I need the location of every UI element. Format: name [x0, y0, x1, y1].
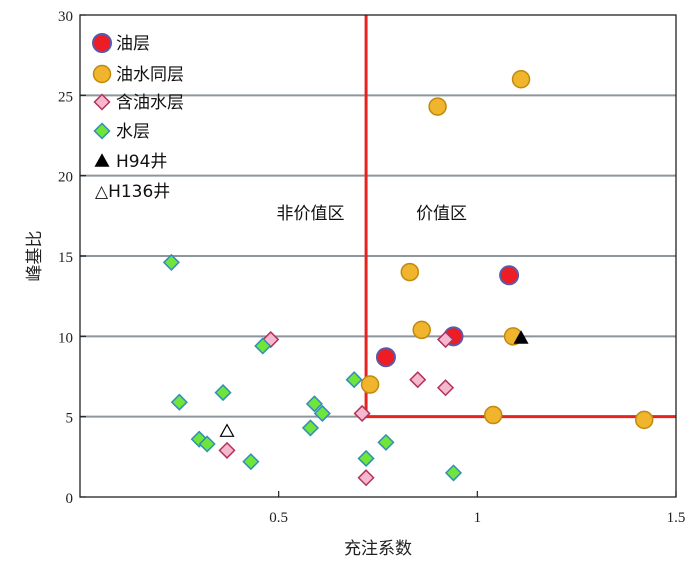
point-water: [301, 419, 320, 437]
y-tick-label: 0: [66, 491, 74, 507]
data-points: [162, 70, 654, 487]
x-tick-label: 1.5: [667, 510, 686, 526]
y-tick-label: 25: [58, 89, 73, 105]
point-h136: [219, 423, 235, 437]
legend-label-oil-water: 油水同层: [116, 65, 184, 85]
legend-marker-oil: [92, 33, 112, 53]
legend-label-h136: △H136井: [95, 182, 170, 202]
point-oil-bearing-water: [353, 404, 371, 423]
legend-marker-h94: [94, 153, 110, 167]
region-label-value: 价值区: [416, 204, 467, 224]
point-oil-water: [634, 410, 654, 430]
annotations: 非价值区 价值区: [276, 204, 467, 224]
x-tick-label: 1: [474, 510, 482, 526]
point-oil-water: [412, 320, 431, 340]
point-oil-bearing-water: [436, 330, 455, 349]
point-water: [305, 395, 323, 413]
point-water: [242, 453, 260, 471]
point-oil-bearing-water: [357, 469, 375, 487]
y-axis-title: 峰基比: [25, 231, 45, 282]
legend-marker-water: [93, 122, 111, 140]
y-tick-label: 10: [58, 330, 73, 346]
point-water: [170, 393, 188, 411]
y-tick-label: 15: [58, 250, 73, 266]
y-tick-label: 30: [58, 9, 73, 25]
legend: 油层 油水同层 含油水层 水层 H94井 △H136井: [92, 33, 184, 202]
point-water: [345, 371, 363, 389]
y-tick-label: 20: [58, 170, 73, 186]
point-oil: [375, 347, 396, 368]
axes: [79, 14, 677, 498]
point-h94: [513, 330, 529, 344]
legend-label-h94: H94井: [116, 152, 167, 172]
point-oil-water: [428, 97, 447, 116]
legend-marker-oil-water: [92, 64, 112, 84]
point-oil-water: [400, 262, 420, 282]
point-oil-water: [483, 405, 503, 425]
point-oil-bearing-water: [436, 379, 455, 397]
y-tick-label: 5: [66, 411, 74, 427]
point-oil-bearing-water: [409, 371, 427, 389]
point-oil-water: [360, 375, 380, 394]
point-oil-water: [511, 70, 531, 89]
point-water: [254, 337, 272, 355]
threshold-lines: [364, 15, 676, 419]
x-axis-title: 充注系数: [344, 539, 412, 559]
legend-label-oil: 油层: [116, 34, 150, 54]
legend-label-water: 水层: [116, 122, 150, 142]
point-oil-bearing-water: [218, 441, 236, 459]
point-oil: [499, 265, 520, 286]
point-water: [198, 435, 216, 453]
point-water: [444, 464, 463, 482]
point-water: [214, 384, 232, 402]
tick-labels: 0 5 10 15 20 25 30 0.5 1 1.5: [58, 9, 685, 526]
point-water: [357, 449, 375, 468]
legend-label-oil-bearing-water: 含油水层: [116, 93, 184, 113]
point-water: [162, 253, 180, 271]
x-tick-label: 0.5: [269, 510, 288, 526]
legend-marker-oil-bearing-water: [93, 93, 111, 111]
point-water: [377, 433, 395, 451]
point-water: [313, 404, 331, 423]
region-label-non-value: 非价值区: [276, 204, 344, 224]
